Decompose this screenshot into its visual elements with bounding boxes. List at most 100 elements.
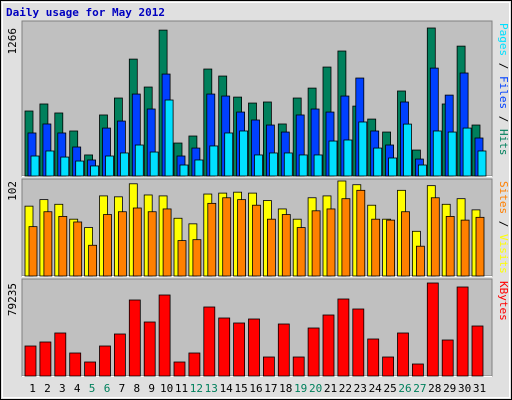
bar <box>28 226 38 277</box>
x-tick-label: 2 <box>44 382 51 395</box>
x-tick-label: 27 <box>413 382 426 395</box>
bar <box>417 164 427 177</box>
bar <box>237 199 247 277</box>
bar <box>386 219 396 277</box>
y-tick-label: 102 <box>6 181 19 201</box>
bar <box>343 139 353 177</box>
bar <box>45 150 55 177</box>
bar <box>403 123 412 177</box>
x-tick-label: 31 <box>473 382 486 395</box>
legend: Sites / Visits <box>497 181 510 274</box>
bar <box>143 321 156 377</box>
bar <box>382 356 395 377</box>
bar <box>322 314 335 377</box>
bar <box>248 318 260 377</box>
x-tick-label: 9 <box>148 382 155 395</box>
bar <box>352 308 365 377</box>
x-tick-label: 21 <box>324 382 337 395</box>
bar <box>233 322 246 377</box>
bar <box>281 214 291 277</box>
x-tick-label: 4 <box>74 382 81 395</box>
x-tick-label: 19 <box>294 382 307 395</box>
bar <box>207 202 217 277</box>
bar <box>252 204 261 277</box>
x-tick-label: 17 <box>264 382 277 395</box>
bar <box>99 345 111 377</box>
x-tick-label: 25 <box>383 382 396 395</box>
x-tick-label: 18 <box>279 382 292 395</box>
bar <box>60 156 70 177</box>
bar <box>462 127 472 177</box>
bar <box>120 152 129 177</box>
bar <box>441 339 454 377</box>
chart-title: Daily usage for May 2012 <box>6 6 165 19</box>
bar <box>132 207 142 277</box>
x-tick-label: 26 <box>398 382 411 395</box>
bar <box>307 327 320 377</box>
y-tick-label: 1266 <box>6 28 19 55</box>
bar <box>268 152 278 177</box>
x-tick-label: 13 <box>205 382 218 395</box>
bar <box>456 286 469 377</box>
bar <box>401 211 410 277</box>
x-tick-label: 11 <box>175 382 188 395</box>
bar <box>373 147 383 177</box>
bar <box>411 363 424 377</box>
bar <box>58 215 68 277</box>
x-tick-label: 16 <box>249 382 262 395</box>
bar <box>341 198 351 277</box>
bar <box>311 210 321 277</box>
bar <box>149 151 159 177</box>
bar <box>239 130 249 177</box>
bar <box>84 361 96 377</box>
bar <box>326 208 336 277</box>
bar <box>69 352 82 377</box>
bar <box>337 298 350 377</box>
x-tick-label: 14 <box>220 382 234 395</box>
x-tick-label: 6 <box>104 382 111 395</box>
legend-entry: Sites <box>497 181 510 214</box>
bar <box>147 211 157 277</box>
bar <box>432 130 442 177</box>
bar <box>39 341 52 377</box>
bar <box>103 214 112 277</box>
bar <box>292 356 305 377</box>
legend-separator: / <box>497 109 510 129</box>
x-tick-label: 23 <box>354 382 367 395</box>
bar <box>90 165 99 177</box>
bar <box>105 155 114 177</box>
bar <box>371 218 381 277</box>
legend-separator: / <box>497 214 510 234</box>
legend: Pages / Files / Hits <box>497 23 510 156</box>
bar <box>54 332 67 377</box>
legend-separator: / <box>497 56 510 76</box>
legend: KBytes <box>497 281 510 321</box>
bar <box>128 299 141 377</box>
bar <box>356 189 366 277</box>
x-tick-label: 29 <box>443 382 456 395</box>
bar <box>173 361 186 377</box>
bar <box>203 306 216 377</box>
bar <box>188 352 201 377</box>
x-tick-label: 8 <box>133 382 140 395</box>
bar <box>471 325 484 377</box>
bar <box>75 160 85 177</box>
bar <box>475 216 485 277</box>
x-tick-label: 12 <box>190 382 203 395</box>
bar <box>298 154 308 177</box>
bar <box>254 154 263 177</box>
bar <box>224 132 234 177</box>
bar <box>179 164 189 177</box>
bar <box>447 131 457 177</box>
legend-entry: Visits <box>497 234 510 274</box>
bar <box>460 219 470 277</box>
bar <box>283 152 293 177</box>
bar <box>164 99 174 177</box>
bar <box>262 356 275 377</box>
bar <box>222 197 232 277</box>
bar <box>118 211 127 277</box>
legend-entry: Hits <box>497 129 510 156</box>
bar <box>328 140 338 177</box>
